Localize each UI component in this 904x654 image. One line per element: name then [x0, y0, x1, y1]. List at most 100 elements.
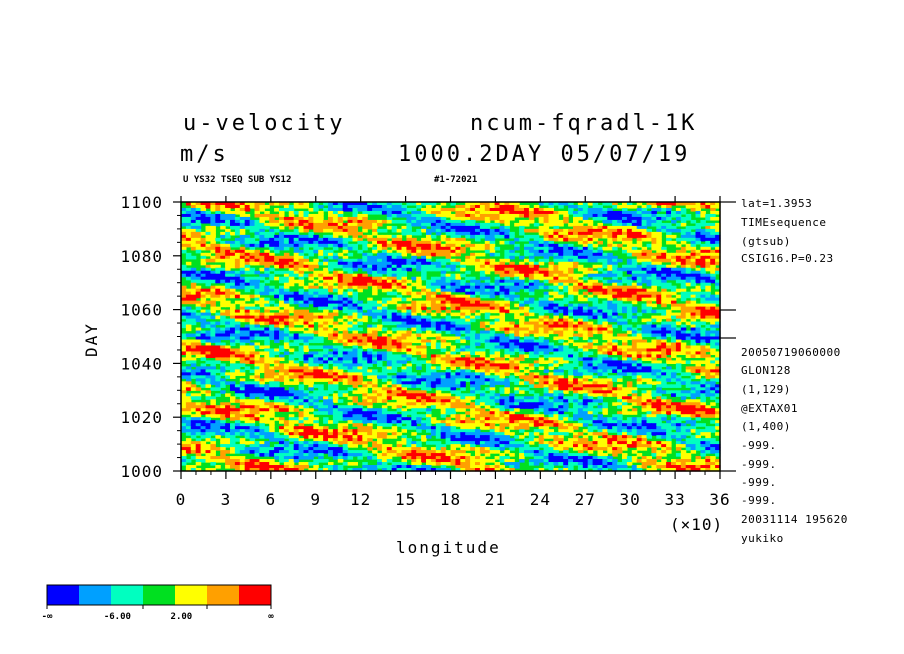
heatmap-cell: [479, 369, 486, 373]
heatmap-cell: [499, 357, 505, 362]
heatmap-cell: [656, 202, 662, 206]
heatmap-cell: [259, 318, 265, 323]
heatmap-cell: [318, 318, 324, 323]
heatmap-cell: [391, 240, 398, 245]
heatmap-cell: [445, 231, 452, 236]
heatmap-cell: [465, 318, 471, 323]
heatmap-cell: [381, 372, 388, 376]
heatmap-cell: [342, 243, 349, 248]
heatmap-cell: [220, 321, 226, 326]
heatmap-cell: [622, 360, 628, 364]
heatmap-cell: [342, 357, 349, 362]
heatmap-cell: [587, 360, 594, 364]
heatmap-cell: [710, 363, 716, 367]
heatmap-cell: [279, 315, 285, 320]
heatmap-cell: [479, 372, 486, 376]
heatmap-cell: [587, 249, 594, 254]
heatmap-cell: [215, 306, 221, 311]
heatmap-cell: [666, 315, 672, 320]
heatmap-cell: [396, 243, 403, 248]
heatmap-cell: [377, 243, 383, 248]
heatmap-cell: [533, 252, 540, 257]
heatmap-cell: [538, 333, 545, 338]
heatmap-cell: [352, 231, 358, 236]
heatmap-cell: [308, 222, 314, 227]
heatmap-cell: [450, 354, 456, 359]
heatmap-cell: [259, 267, 265, 272]
heatmap-cell: [519, 309, 525, 314]
heatmap-cell: [475, 363, 481, 367]
heatmap-cell: [695, 225, 701, 230]
heatmap-cell: [524, 363, 530, 367]
heatmap-cell: [563, 276, 569, 281]
heatmap-cell: [455, 246, 461, 251]
heatmap-cell: [597, 282, 603, 287]
heatmap-cell: [504, 258, 510, 263]
heatmap-cell: [200, 252, 207, 257]
heatmap-cell: [332, 285, 339, 290]
heatmap-cell: [426, 202, 432, 206]
heatmap-cell: [695, 228, 701, 233]
heatmap-cell: [568, 324, 574, 329]
heatmap-cell: [215, 297, 221, 302]
heatmap-cell: [543, 291, 550, 296]
heatmap-cell: [426, 339, 432, 344]
heatmap-cell: [577, 342, 584, 347]
heatmap-cell: [641, 345, 648, 350]
heatmap-cell: [269, 360, 275, 364]
heatmap-cell: [641, 237, 648, 242]
heatmap-cell: [690, 312, 697, 317]
heatmap-cell: [563, 285, 569, 290]
heatmap-cell: [332, 360, 339, 364]
heatmap-cell: [230, 357, 236, 362]
heatmap-cell: [646, 243, 652, 248]
heatmap-cell: [303, 216, 309, 221]
heatmap-cell: [528, 207, 535, 212]
heatmap-cell: [656, 342, 662, 347]
heatmap-cell: [514, 285, 520, 290]
heatmap-cell: [313, 303, 319, 308]
heatmap-cell: [636, 240, 643, 245]
heatmap-cell: [440, 357, 447, 362]
heatmap-cell: [190, 363, 197, 367]
heatmap-cell: [259, 216, 265, 221]
heatmap-cell: [445, 222, 452, 227]
heatmap-cell: [661, 321, 667, 326]
heatmap-cell: [391, 270, 398, 275]
heatmap-cell: [244, 348, 251, 353]
heatmap-cell: [460, 240, 466, 245]
heatmap-cell: [254, 291, 260, 296]
heatmap-cell: [690, 207, 697, 212]
heatmap-cell: [386, 267, 393, 272]
heatmap-cell: [195, 219, 202, 224]
heatmap-cell: [205, 366, 211, 370]
heatmap-cell: [426, 309, 432, 314]
heatmap-cell: [524, 321, 530, 326]
heatmap-cell: [573, 291, 579, 296]
heatmap-cell: [685, 252, 692, 257]
heatmap-cell: [279, 300, 285, 305]
heatmap-cell: [185, 222, 192, 227]
heatmap-cell: [656, 291, 662, 296]
heatmap-cell: [685, 336, 692, 341]
heatmap-cell: [563, 270, 569, 275]
heatmap-cell: [494, 246, 501, 251]
heatmap-cell: [445, 351, 452, 356]
heatmap-cell: [450, 237, 456, 242]
heatmap-cell: [602, 246, 608, 251]
heatmap-cell: [705, 339, 711, 344]
heatmap-cell: [543, 246, 550, 251]
heatmap-cell: [592, 363, 599, 367]
heatmap-cell: [357, 366, 363, 370]
heatmap-cell: [715, 270, 721, 275]
heatmap-cell: [646, 270, 652, 275]
heatmap-cell: [509, 327, 515, 332]
heatmap-cell: [509, 342, 515, 347]
heatmap-cell: [465, 288, 471, 293]
heatmap-cell: [553, 270, 559, 275]
heatmap-cell: [181, 267, 187, 272]
heatmap-cell: [337, 285, 344, 290]
heatmap-cell: [543, 285, 550, 290]
heatmap-cell: [357, 202, 363, 206]
heatmap-cell: [430, 222, 437, 227]
